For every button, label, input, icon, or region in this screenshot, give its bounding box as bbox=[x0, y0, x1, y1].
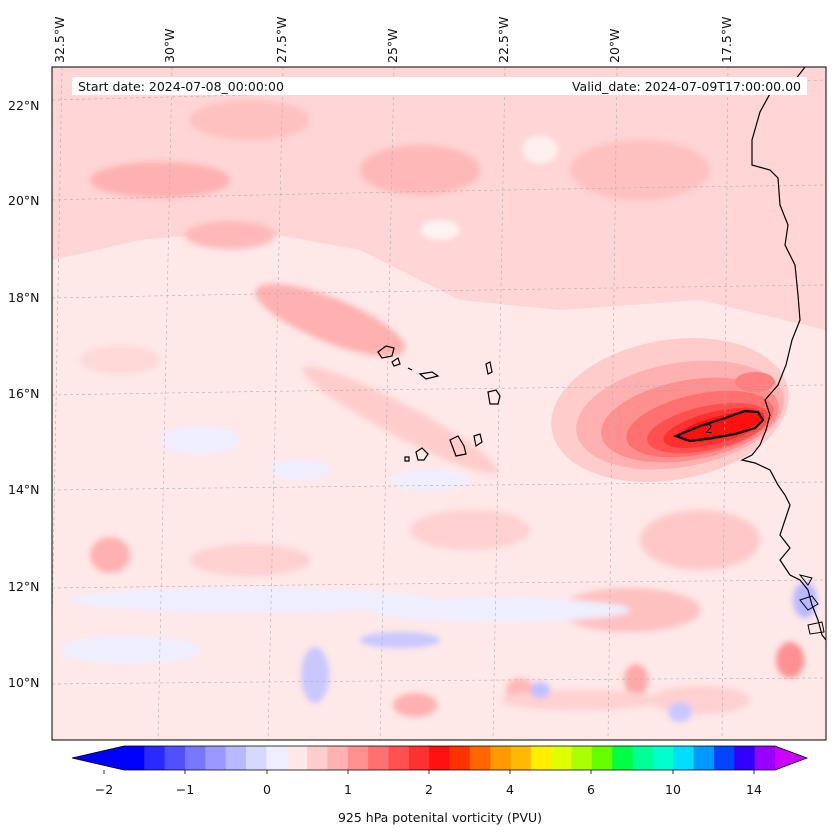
colorbar-swatch bbox=[368, 746, 389, 770]
colorbar-swatch bbox=[673, 746, 695, 770]
colorbar-swatch bbox=[754, 746, 776, 770]
pv-disturbance bbox=[551, 337, 789, 483]
colorbar-swatch bbox=[591, 746, 613, 770]
coast-islands bbox=[798, 574, 825, 635]
lat-label-10n: 10°N bbox=[8, 675, 40, 690]
lat-label-20n: 20°N bbox=[8, 193, 40, 208]
colorbar-swatch bbox=[144, 746, 166, 770]
colorbar-tick: −2 bbox=[94, 782, 114, 797]
valid-date: Valid_date: 2024-07-09T17:00:00.00 bbox=[571, 79, 801, 94]
colorbar-swatch bbox=[327, 746, 349, 770]
start-date: Start date: 2024-07-08_00:00:00 bbox=[78, 79, 284, 94]
colorbar-swatch bbox=[510, 746, 532, 770]
colorbar-swatch bbox=[490, 746, 512, 770]
colorbar-tick: 10 bbox=[665, 782, 681, 797]
graticule bbox=[52, 67, 826, 740]
colorbar-swatch bbox=[734, 746, 756, 770]
lat-label-14n: 14°N bbox=[8, 482, 40, 497]
colorbar-swatch bbox=[347, 746, 369, 770]
cape-verde-islands bbox=[377, 345, 501, 462]
colorbar-tick: 2 bbox=[425, 782, 433, 797]
colorbar-tick: 4 bbox=[506, 782, 514, 797]
colorbar-swatch bbox=[164, 746, 186, 770]
lon-label-32-5w: 32.5°W bbox=[52, 16, 67, 63]
lon-label-30w: 30°W bbox=[162, 28, 177, 63]
colorbar-extend-low bbox=[72, 746, 124, 770]
lat-label-18n: 18°N bbox=[8, 290, 40, 305]
colorbar bbox=[71, 745, 809, 774]
colorbar-swatch bbox=[388, 746, 410, 770]
colorbar-label: 925 hPa potenital vorticity (PVU) bbox=[337, 810, 543, 825]
lat-label-12n: 12°N bbox=[8, 579, 40, 594]
colorbar-extend-high bbox=[775, 746, 807, 770]
colorbar-swatch bbox=[185, 746, 206, 770]
colorbar-swatch bbox=[408, 746, 430, 770]
colorbar-swatch bbox=[632, 746, 654, 770]
lon-label-27-5w: 27.5°W bbox=[274, 16, 289, 63]
colorbar-swatch bbox=[205, 746, 227, 770]
pv-patches bbox=[60, 100, 817, 722]
colorbar-swatch bbox=[307, 746, 328, 770]
pv-contour-2 bbox=[672, 409, 765, 443]
colorbar-swatch bbox=[693, 746, 715, 770]
contour-label: 2 bbox=[705, 422, 713, 436]
colorbar-tick: 6 bbox=[587, 782, 595, 797]
colorbar-swatch bbox=[551, 746, 573, 770]
colorbar-swatch bbox=[124, 746, 145, 770]
africa-coastline bbox=[740, 67, 826, 641]
colorbar-swatch bbox=[246, 746, 267, 770]
colorbar-tick: 14 bbox=[746, 782, 762, 797]
lat-label-22n: 22°N bbox=[8, 98, 40, 113]
date-header-box bbox=[72, 77, 807, 95]
map-panel: 2 bbox=[52, 67, 826, 740]
colorbar-swatch bbox=[652, 746, 674, 770]
colorbar-tick: 1 bbox=[344, 782, 352, 797]
colorbar-swatch bbox=[286, 746, 308, 770]
colorbar-swatch bbox=[713, 746, 735, 770]
colorbar-swatch bbox=[469, 746, 491, 770]
map-frame bbox=[51, 66, 827, 741]
colorbar-outline bbox=[71, 745, 809, 771]
lon-label-22-5w: 22.5°W bbox=[496, 16, 511, 63]
lat-label-16n: 16°N bbox=[8, 386, 40, 401]
lon-label-20w: 20°W bbox=[607, 28, 622, 63]
colorbar-swatch bbox=[571, 746, 593, 770]
colorbar-swatch bbox=[225, 746, 247, 770]
colorbar-swatch bbox=[266, 746, 288, 770]
colorbar-tick: 0 bbox=[263, 782, 271, 797]
colorbar-swatch bbox=[612, 746, 634, 770]
lon-label-17-5w: 17.5°W bbox=[719, 16, 734, 63]
lon-label-25w: 25°W bbox=[385, 28, 400, 63]
colorbar-tick: −1 bbox=[175, 782, 195, 797]
colorbar-swatch bbox=[449, 746, 471, 770]
colorbar-swatch bbox=[530, 746, 552, 770]
colorbar-swatch bbox=[429, 746, 450, 770]
